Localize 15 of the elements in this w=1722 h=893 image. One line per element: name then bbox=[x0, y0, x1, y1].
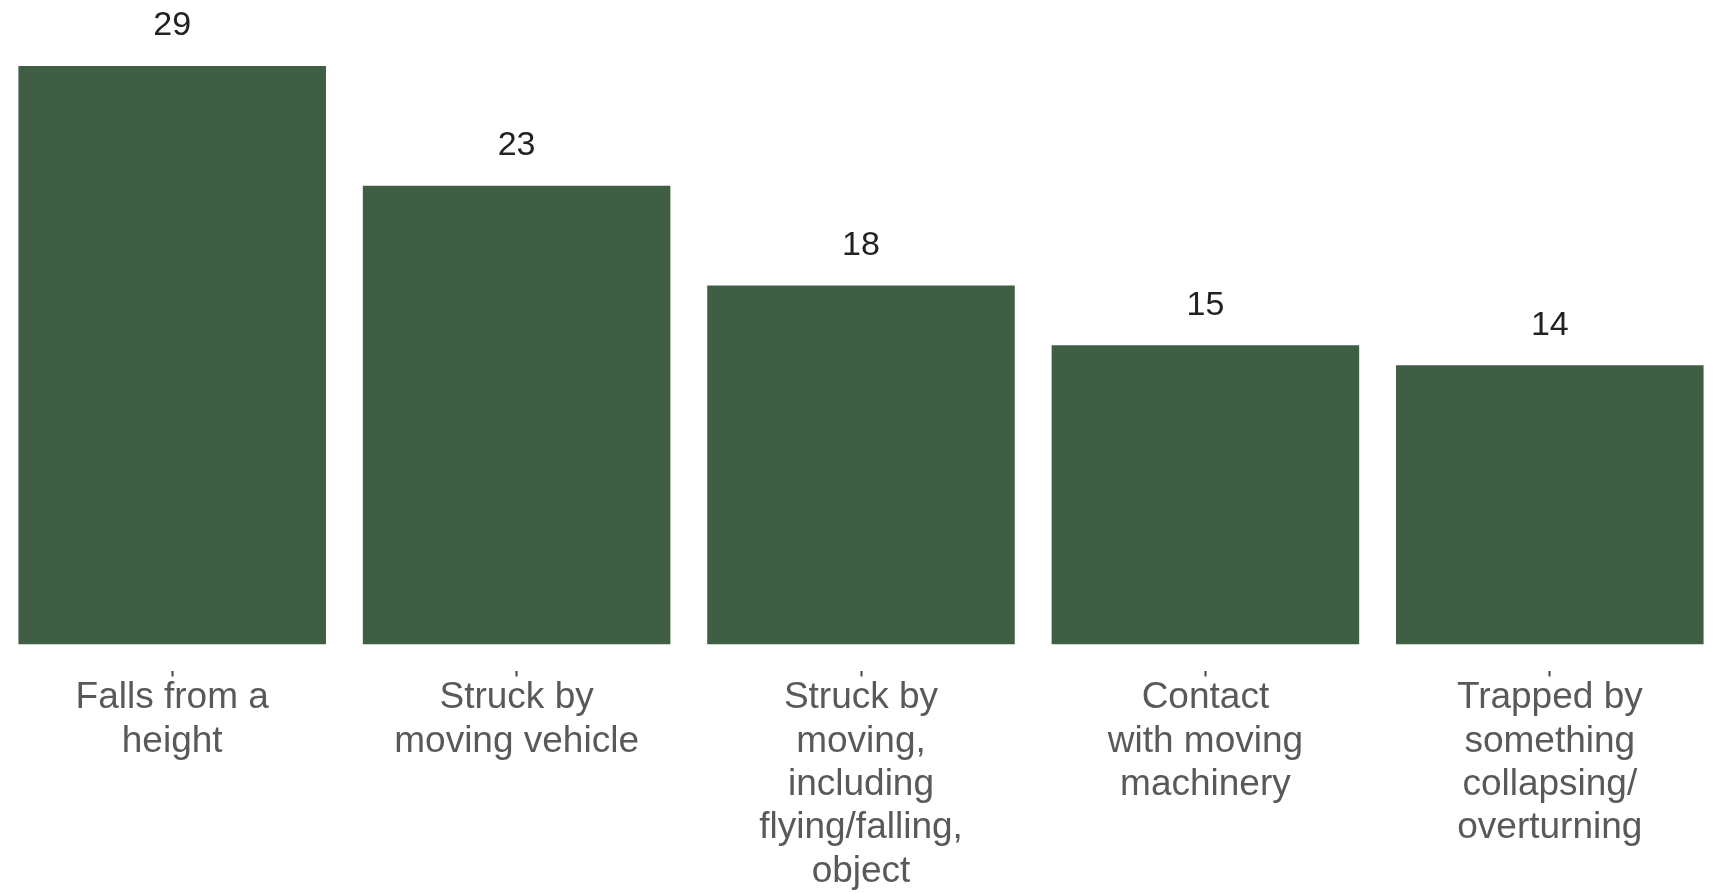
x-tick-label: Struck by moving vehicle bbox=[394, 675, 639, 760]
data-label: 18 bbox=[842, 223, 880, 262]
x-tick-label: Struck by moving, including flying/falling, object bbox=[759, 675, 963, 890]
data-label: 23 bbox=[497, 124, 536, 163]
bar bbox=[707, 285, 1015, 645]
bar bbox=[1396, 365, 1704, 645]
data-label: 29 bbox=[153, 4, 192, 43]
x-tick-label: Trapped by something collapsing/ overturning bbox=[1456, 675, 1644, 847]
bar bbox=[362, 185, 671, 645]
x-tick-label: Contact with moving machinery bbox=[1106, 675, 1304, 803]
x-tick-label: Falls from a height bbox=[75, 675, 270, 760]
data-label: 14 bbox=[1530, 303, 1569, 342]
data-label: 15 bbox=[1186, 283, 1225, 322]
bar bbox=[18, 65, 326, 645]
bar bbox=[1051, 345, 1360, 645]
